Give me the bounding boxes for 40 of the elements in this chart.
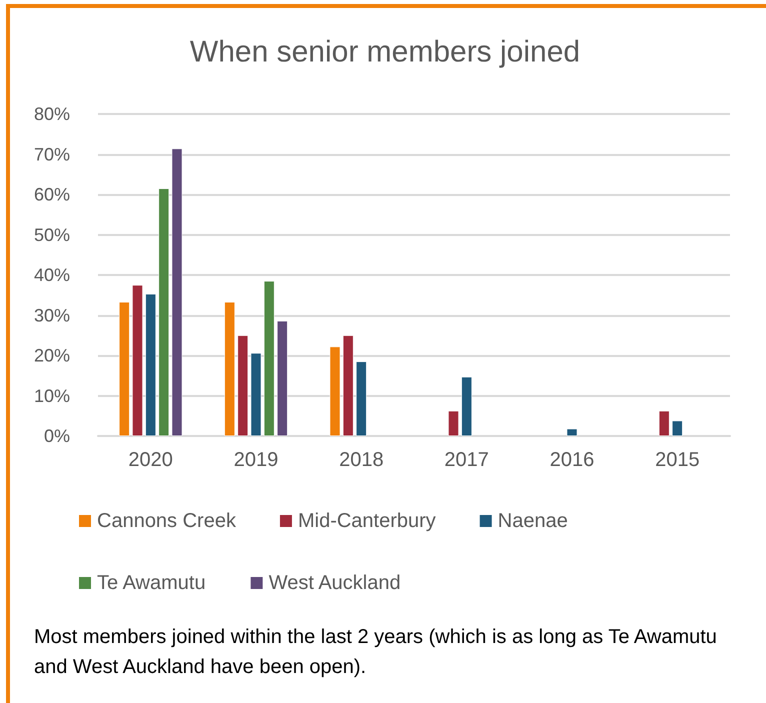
bar [566, 428, 578, 436]
bar [461, 376, 472, 436]
y-tick-label: 40% [34, 265, 70, 285]
bar [264, 281, 274, 436]
bar [277, 320, 288, 436]
bar [238, 335, 248, 436]
bar [145, 294, 156, 436]
y-tick-label: 30% [34, 305, 70, 326]
bar [342, 335, 354, 436]
chart-title: When senior members joined [190, 36, 580, 68]
y-tick-label: 80% [34, 104, 70, 124]
bar [224, 302, 235, 436]
legend-label: West Auckland [268, 572, 401, 594]
x-tick-label: 2020 [128, 449, 173, 471]
x-tick-label: 2015 [655, 449, 700, 471]
bar [119, 302, 130, 436]
bar [356, 362, 367, 436]
x-tick-label: 2017 [444, 449, 489, 471]
y-tick-label: 0% [44, 426, 70, 446]
bar [448, 410, 459, 436]
y-tick-label: 70% [34, 144, 70, 164]
x-tick-label: 2016 [550, 449, 594, 471]
bar [250, 353, 262, 436]
y-tick-label: 10% [34, 386, 70, 406]
y-tick-label: 20% [34, 346, 70, 366]
bar [672, 420, 683, 436]
bar [132, 285, 143, 436]
x-tick-label: 2018 [339, 449, 384, 471]
legend-label: Naenae [498, 510, 568, 532]
bar [172, 148, 182, 436]
y-tick-label: 60% [34, 184, 70, 204]
legend-label: Te Awamutu [97, 572, 206, 594]
bar [330, 346, 340, 436]
x-tick-label: 2019 [234, 449, 278, 471]
legend-label: Cannons Creek [97, 510, 237, 532]
y-tick-label: 50% [34, 224, 70, 245]
legend-label: Mid-Canterbury [298, 510, 436, 532]
bar [158, 188, 170, 436]
bar [658, 410, 670, 436]
text: Most members joined within the last 2 years (which is as long as Te Awamutu and West Auckland have been open). [34, 625, 718, 680]
